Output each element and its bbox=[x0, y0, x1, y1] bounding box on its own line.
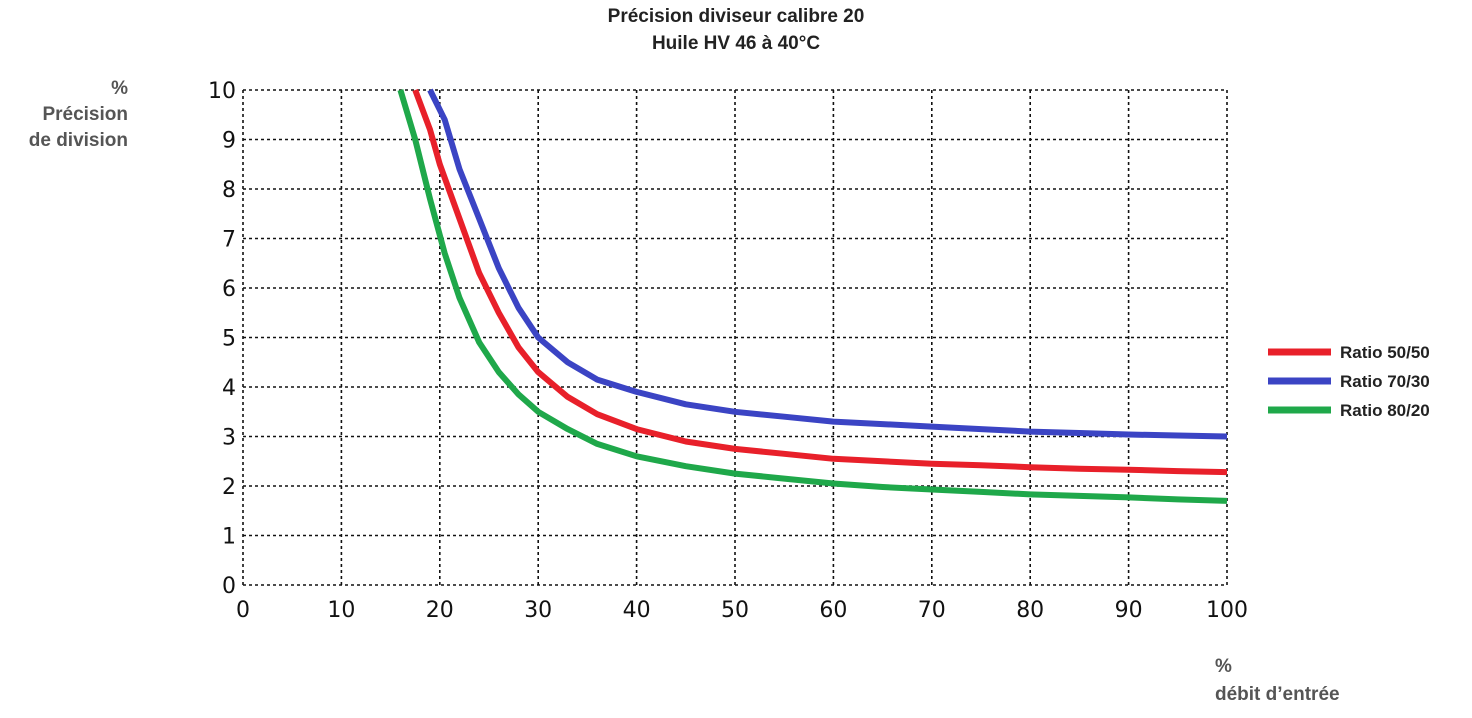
series-line-1 bbox=[412, 88, 1228, 476]
y-tick-label-5: 5 bbox=[222, 327, 236, 352]
y-tick-label-9: 9 bbox=[222, 129, 236, 154]
series-line-2 bbox=[427, 88, 1228, 440]
chart-title-line-2: Huile HV 46 à 40°C bbox=[651, 33, 821, 54]
legend-label-1: Ratio 50/50 bbox=[1340, 343, 1430, 362]
y-tick-label-10: 10 bbox=[208, 79, 236, 104]
y-tick-label-6: 6 bbox=[222, 277, 236, 302]
y-tick-label-4: 4 bbox=[222, 376, 236, 401]
y-axis-label-line-1: % bbox=[111, 78, 128, 99]
x-tick-label-40: 40 bbox=[623, 598, 651, 623]
x-axis-label-line-1: % bbox=[1215, 656, 1232, 677]
y-tick-label-3: 3 bbox=[222, 426, 236, 451]
legend-label-2: Ratio 70/30 bbox=[1340, 372, 1430, 391]
x-tick-label-90: 90 bbox=[1115, 598, 1143, 623]
series-line-3 bbox=[397, 89, 1228, 504]
x-tick-label-60: 60 bbox=[819, 598, 847, 623]
x-axis-label-line-2: débit d’entrée bbox=[1215, 684, 1340, 705]
x-tick-label-0: 0 bbox=[236, 598, 250, 623]
x-tick-label-30: 30 bbox=[524, 598, 552, 623]
x-tick-label-20: 20 bbox=[426, 598, 454, 623]
y-axis-label-line-2: Précision bbox=[42, 104, 128, 125]
y-tick-label-1: 1 bbox=[222, 525, 236, 550]
x-tick-label-10: 10 bbox=[327, 598, 355, 623]
x-tick-label-50: 50 bbox=[721, 598, 749, 623]
x-tick-label-80: 80 bbox=[1016, 598, 1044, 623]
chart-title-line-1: Précision diviseur calibre 20 bbox=[607, 6, 865, 27]
y-tick-label-8: 8 bbox=[222, 178, 236, 203]
x-tick-label-100: 100 bbox=[1206, 598, 1248, 623]
x-tick-label-70: 70 bbox=[918, 598, 946, 623]
legend-label-3: Ratio 80/20 bbox=[1340, 401, 1430, 420]
y-tick-label-2: 2 bbox=[222, 475, 236, 500]
y-tick-label-7: 7 bbox=[222, 228, 236, 253]
y-tick-label-0: 0 bbox=[222, 574, 236, 599]
y-axis-label-line-3: de division bbox=[28, 130, 128, 151]
